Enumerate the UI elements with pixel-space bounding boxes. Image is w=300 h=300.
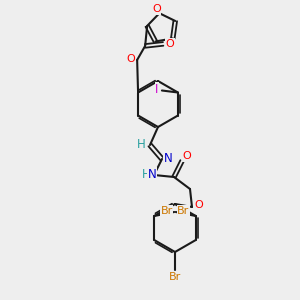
Text: H: H bbox=[142, 167, 150, 181]
Text: Br: Br bbox=[169, 272, 181, 282]
Text: O: O bbox=[183, 151, 191, 161]
Text: N: N bbox=[148, 167, 156, 181]
Text: Br: Br bbox=[177, 206, 189, 216]
Text: O: O bbox=[166, 39, 175, 49]
Text: O: O bbox=[152, 4, 161, 14]
Text: N: N bbox=[164, 152, 172, 164]
Text: O: O bbox=[127, 54, 136, 64]
Text: I: I bbox=[155, 83, 159, 96]
Text: Br: Br bbox=[161, 206, 173, 216]
Text: O: O bbox=[195, 200, 203, 210]
Text: H: H bbox=[136, 137, 146, 151]
